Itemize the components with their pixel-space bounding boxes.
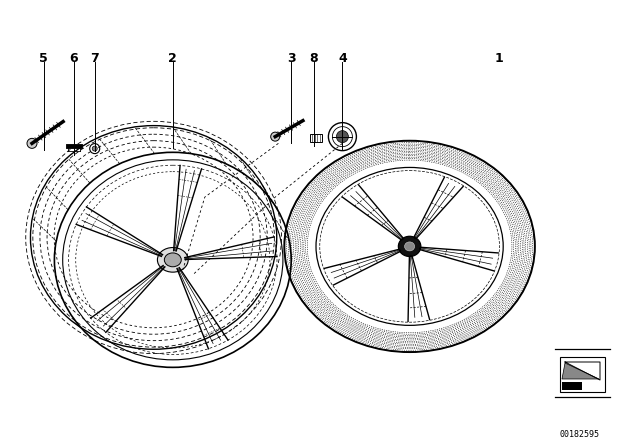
Circle shape xyxy=(92,146,97,151)
Ellipse shape xyxy=(157,248,188,272)
Text: 00182595: 00182595 xyxy=(559,430,599,439)
Polygon shape xyxy=(562,363,599,379)
Circle shape xyxy=(337,131,348,142)
Text: 4: 4 xyxy=(338,52,347,65)
Ellipse shape xyxy=(398,236,421,257)
Circle shape xyxy=(271,132,280,141)
Text: 6: 6 xyxy=(69,52,78,65)
Bar xyxy=(560,357,605,392)
Text: 8: 8 xyxy=(309,52,318,65)
Circle shape xyxy=(27,138,37,148)
Bar xyxy=(562,382,582,390)
Text: 1: 1 xyxy=(495,52,504,65)
Bar xyxy=(310,134,322,142)
Ellipse shape xyxy=(404,242,415,251)
Text: 3: 3 xyxy=(287,52,296,65)
Text: 7: 7 xyxy=(90,52,99,65)
Text: 2: 2 xyxy=(168,52,177,65)
Text: 5: 5 xyxy=(39,52,48,65)
Ellipse shape xyxy=(164,253,181,267)
